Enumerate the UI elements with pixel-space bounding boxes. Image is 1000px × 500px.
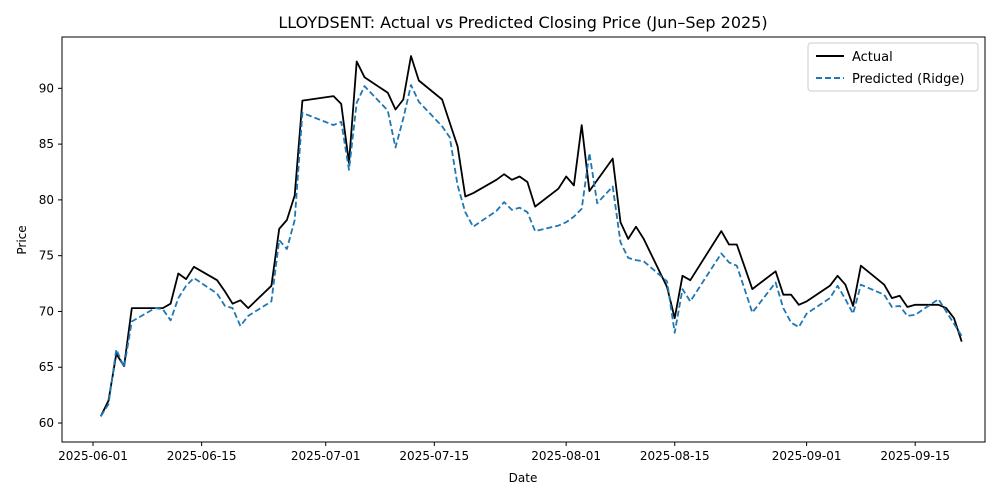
series-layer <box>99 55 963 417</box>
x-tick-label: 2025-08-01 <box>531 449 601 463</box>
legend: Actual Predicted (Ridge) <box>807 42 979 92</box>
plot-area <box>61 36 986 443</box>
y-axis: 60 65 70 75 80 85 90 <box>39 81 62 430</box>
y-tick-label: 65 <box>39 360 54 374</box>
actual-series-line <box>99 55 963 417</box>
x-axis-label: Date <box>509 471 538 485</box>
predicted-series-line <box>100 84 963 417</box>
x-tick-label: 2025-06-15 <box>167 449 237 463</box>
y-axis-label: Price <box>15 225 29 254</box>
legend-predicted-label: Predicted (Ridge) <box>852 72 964 87</box>
y-tick-label: 85 <box>39 137 54 151</box>
legend-box <box>807 42 979 92</box>
y-tick-label: 75 <box>39 249 54 263</box>
y-tick-label: 60 <box>39 416 54 430</box>
y-tick-label: 90 <box>39 81 54 95</box>
x-tick-label: 2025-09-15 <box>880 449 950 463</box>
y-tick-label: 70 <box>39 304 54 318</box>
x-tick-label: 2025-07-15 <box>399 449 469 463</box>
x-tick-label: 2025-06-01 <box>58 449 128 463</box>
x-tick-label: 2025-08-15 <box>640 449 710 463</box>
y-tick-label: 80 <box>39 193 54 207</box>
x-tick-label: 2025-07-01 <box>291 449 361 463</box>
x-tick-label: 2025-09-01 <box>772 449 842 463</box>
legend-actual-label: Actual <box>852 50 893 65</box>
chart-title: LLOYDSENT: Actual vs Predicted Closing P… <box>278 13 767 32</box>
plot-frame <box>61 36 986 443</box>
x-axis: 2025-06-01 2025-06-15 2025-07-01 2025-07-15… <box>58 442 950 463</box>
